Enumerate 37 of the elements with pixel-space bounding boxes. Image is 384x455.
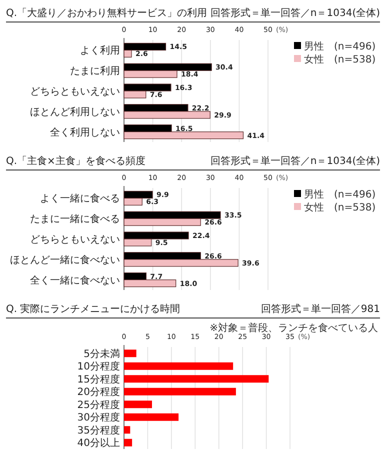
y-tick-label: 15分程度 [77,373,120,386]
bar [124,438,132,446]
legend-label: 女性 (n=538) [304,54,376,66]
y-tick-label: 20分程度 [77,386,120,398]
bar [124,426,130,434]
y-tick-label: どちらともいえない [30,234,120,246]
legend-label: 男性 (n=496) [304,188,376,200]
bar [124,388,236,396]
y-tick-label: 25分程度 [77,398,120,411]
y-tick-label: 35分程度 [77,424,120,436]
bar [124,362,234,370]
bar [124,413,179,421]
y-tick-label: ほとんど一緒に食べない [10,254,120,266]
bar [124,400,152,408]
y-tick-label: 10分程度 [77,360,120,373]
y-tick-label: よく利用 [80,44,120,57]
y-tick-label: 全く一緒に食べない [30,274,120,286]
text: 回答形式＝単一回答／n＝1034(全体) [210,7,380,19]
y-tick-label: よく一緒に食べる [40,192,120,205]
legend-label: 女性 (n=538) [304,202,376,214]
text: ※対象＝普段、ランチを食べている人 [210,322,378,334]
chart-title: Q.「主食×主食」を食べる頻度 [6,155,146,167]
y-tick-label: 30分程度 [77,412,120,424]
y-tick-label: 全く利用しない [50,126,120,138]
text: 回答形式＝単一回答／n＝1034(全体) [210,155,380,167]
chart-title: Q. 実際にランチメニューにかける時間 [6,303,180,315]
bar [124,350,136,358]
y-tick-label: たまに一緒に食べる [30,213,120,226]
y-tick-label: どちらともいえない [30,86,120,98]
legend-label: 男性 (n=496) [304,40,376,52]
bar [124,375,269,383]
chart-title: Q.「大盛り／おかわり無料サービス」の利用 [6,7,208,19]
text: 回答形式＝単一回答／981 [260,303,380,315]
y-tick-label: 40分以上 [77,437,120,450]
y-tick-label: たまに利用 [70,65,120,78]
y-tick-label: ほとんど利用しない [30,106,120,118]
y-tick-label: 5分未満 [84,348,120,360]
